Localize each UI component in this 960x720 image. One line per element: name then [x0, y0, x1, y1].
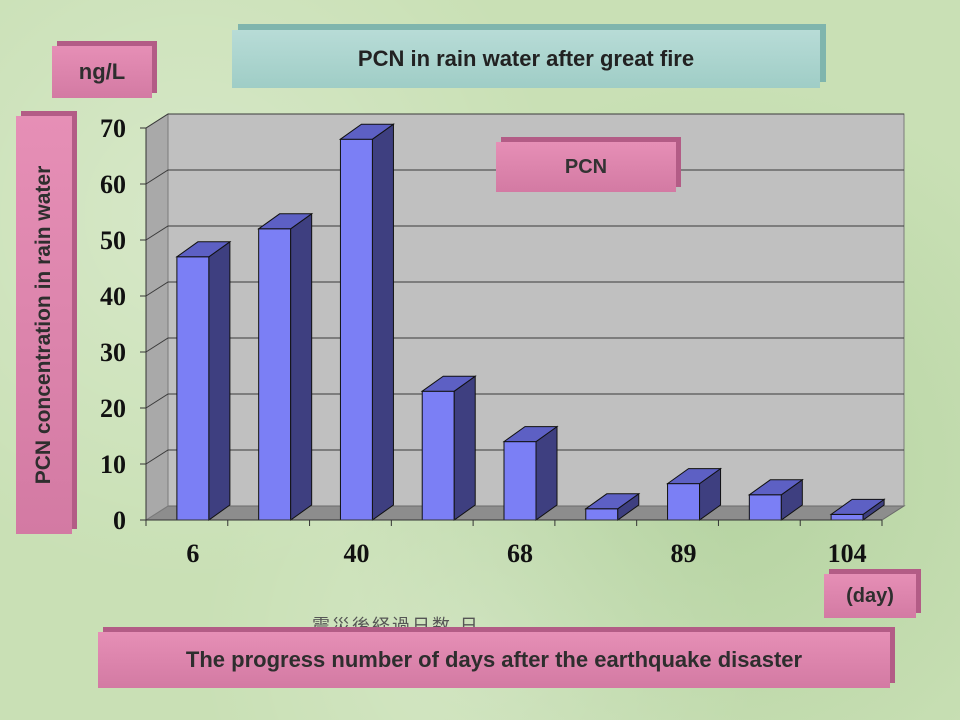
background-caption: 震災後経過日数 日 — [312, 616, 480, 637]
y-tick-label: 60 — [100, 170, 126, 199]
grid-line — [145, 281, 904, 297]
x-tick-label: 40 — [343, 539, 369, 568]
bar — [338, 123, 396, 521]
bar-front — [503, 441, 537, 521]
bar — [257, 212, 314, 521]
bar-side — [535, 425, 558, 521]
grid-line — [145, 337, 904, 353]
grid-line — [145, 449, 904, 465]
bar-top — [665, 468, 723, 485]
bar-top — [502, 426, 559, 443]
x-tick-label: 68 — [507, 539, 533, 568]
bar — [175, 240, 232, 521]
x-unit-label: (day) — [824, 574, 916, 618]
bar-front — [748, 494, 782, 521]
y-tick-label: 70 — [100, 114, 126, 143]
grid-line — [145, 225, 904, 241]
bar — [502, 425, 559, 521]
bar-front — [258, 228, 292, 521]
bar-top — [420, 375, 477, 392]
bar-top — [747, 479, 804, 496]
x-axis-label: The progress number of days after the ea… — [98, 632, 890, 688]
y-axis-label-box: PCN concentration in rain water — [16, 116, 72, 534]
y-axis-label: PCN concentration in rain water — [32, 165, 55, 485]
bar-front — [830, 513, 864, 521]
grid-lines — [145, 113, 904, 465]
y-tick-label: 50 — [100, 226, 126, 255]
y-tick-label: 10 — [100, 450, 126, 479]
bar — [747, 478, 804, 521]
bar-front — [339, 138, 373, 521]
bar — [420, 375, 477, 521]
grid-line — [145, 113, 904, 129]
bar-front — [667, 483, 701, 521]
x-tick-label: 6 — [186, 539, 199, 568]
y-tick-label: 40 — [100, 282, 126, 311]
bar-top — [257, 213, 314, 230]
bar-top — [338, 123, 396, 140]
bar-side — [371, 123, 394, 521]
bar-front — [421, 390, 455, 521]
bar-top — [584, 493, 641, 510]
legend-entry-pcn: PCN — [496, 142, 676, 192]
bar-front — [585, 508, 619, 521]
bar-top — [829, 498, 886, 515]
bar — [665, 467, 723, 521]
bar-side — [208, 240, 231, 521]
x-tick-label: 104 — [828, 539, 867, 568]
bar-side — [290, 212, 313, 521]
unit-label: ng/L — [52, 46, 152, 98]
bar — [584, 492, 641, 521]
grid-line — [145, 393, 904, 409]
y-tick-label: 20 — [100, 394, 126, 423]
x-axis: 6 40 68 89 104 — [145, 519, 883, 568]
bar-side — [453, 375, 476, 521]
bar-top — [175, 241, 232, 258]
bars — [175, 123, 886, 521]
x-tick-label: 89 — [671, 539, 697, 568]
bar-front — [176, 256, 210, 521]
y-axis: 0 10 20 30 40 50 60 70 — [100, 114, 147, 535]
chart-title: PCN in rain water after great fire — [232, 30, 820, 88]
y-tick-label: 30 — [100, 338, 126, 367]
bar — [829, 498, 886, 521]
side-wall — [145, 113, 169, 521]
y-tick-label: 0 — [113, 506, 126, 535]
